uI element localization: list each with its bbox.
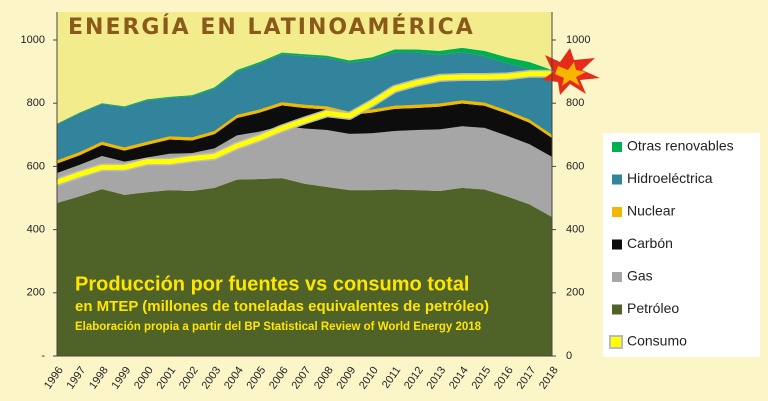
legend-swatch xyxy=(612,272,622,282)
legend-label: Hidroeléctrica xyxy=(627,170,713,186)
area xyxy=(57,178,552,356)
y2-tick-label: 600 xyxy=(566,160,584,172)
annotation: Elaboración propia a partir del BP Stati… xyxy=(75,321,482,333)
y-tick-label: - xyxy=(41,350,45,362)
y2-tick-label: 800 xyxy=(566,97,584,109)
y2-tick-label: 0 xyxy=(566,350,572,362)
y-tick-label: 800 xyxy=(27,97,45,109)
y2-tick-label: 200 xyxy=(566,287,584,299)
annotation: en MTEP (millones de toneladas equivalen… xyxy=(75,298,489,315)
line xyxy=(56,71,552,185)
legend-label: Nuclear xyxy=(627,203,676,219)
legend-swatch xyxy=(612,142,622,152)
y-tick-label: 200 xyxy=(27,287,45,299)
annotation: Producción por fuentes vs consumo total xyxy=(75,273,470,295)
legend-entries: Otras renovables Hidroeléctrica Nuclear Car… xyxy=(609,138,734,349)
legend-swatch xyxy=(612,207,622,217)
areas xyxy=(55,47,552,356)
legend-swatch xyxy=(609,335,623,349)
chart-title: ENERGÍA EN LATINOAMÉRICA xyxy=(68,14,475,40)
y2-tick-label: 400 xyxy=(566,224,584,236)
legend xyxy=(603,133,760,357)
legend-label: Gas xyxy=(627,268,653,284)
legend-swatch xyxy=(612,304,622,315)
explosion-icon xyxy=(555,62,586,86)
area xyxy=(57,125,552,217)
legend-label: Carbón xyxy=(627,235,673,251)
y-tick-label: 400 xyxy=(27,224,45,236)
y-tick-label: 1000 xyxy=(21,34,45,46)
y-tick-label: 600 xyxy=(27,160,45,172)
legend-swatch xyxy=(612,239,622,250)
legend-label: Petróleo xyxy=(627,300,679,316)
legend-label: Otras renovables xyxy=(627,138,734,154)
legend-swatch xyxy=(612,174,622,185)
legend-label: Consumo xyxy=(627,333,687,349)
area xyxy=(57,103,552,174)
y2-tick-label: 1000 xyxy=(566,34,590,46)
